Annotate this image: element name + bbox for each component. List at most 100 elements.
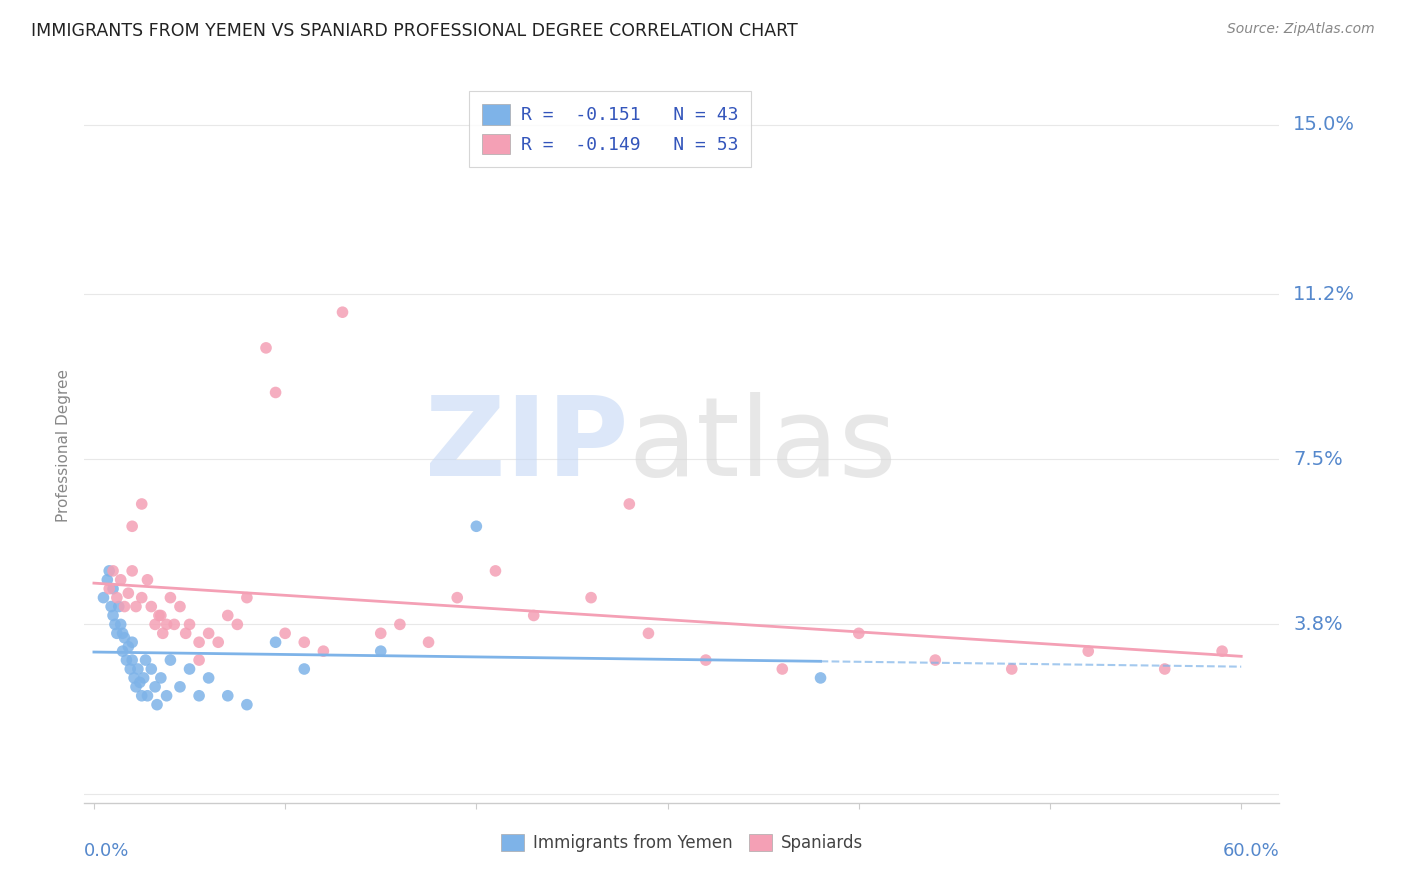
Point (174, 626, 197, 640)
Text: Source: ZipAtlas.com: Source: ZipAtlas.com (1227, 22, 1375, 37)
Point (523, 608, 546, 623)
Point (136, 573, 159, 587)
Point (131, 689, 153, 703)
Legend: Immigrants from Yemen, Spaniards: Immigrants from Yemen, Spaniards (495, 827, 869, 859)
Point (131, 497, 153, 511)
Point (135, 653, 157, 667)
Point (418, 635, 440, 649)
Point (446, 591, 468, 605)
Point (188, 653, 211, 667)
Point (136, 689, 159, 703)
Point (121, 635, 143, 649)
Point (121, 564, 143, 578)
Point (264, 385, 287, 400)
Point (197, 671, 219, 685)
Text: 7.5%: 7.5% (1294, 450, 1343, 469)
Point (96, 573, 118, 587)
Point (579, 591, 602, 605)
Point (105, 626, 128, 640)
Point (149, 608, 172, 623)
Point (143, 680, 166, 694)
Point (149, 671, 172, 685)
Point (100, 599, 122, 614)
Point (104, 617, 127, 632)
Point (141, 662, 163, 676)
Point (101, 564, 124, 578)
Point (924, 653, 946, 667)
Point (848, 626, 870, 640)
Point (93, 591, 115, 605)
Point (274, 626, 297, 640)
Point (121, 519, 143, 533)
Point (370, 626, 392, 640)
Y-axis label: Professional Degree: Professional Degree (56, 369, 72, 523)
Point (115, 653, 138, 667)
Point (120, 662, 142, 676)
Point (197, 626, 219, 640)
Point (169, 599, 191, 614)
Point (370, 644, 392, 658)
Point (111, 644, 134, 658)
Point (236, 591, 259, 605)
Point (155, 617, 177, 632)
Point (127, 662, 149, 676)
Point (98, 564, 121, 578)
Point (217, 689, 239, 703)
Text: 60.0%: 60.0% (1223, 842, 1279, 860)
Point (146, 698, 169, 712)
Point (114, 599, 136, 614)
Point (695, 653, 717, 667)
Point (98, 582, 121, 596)
Point (226, 617, 249, 632)
Point (101, 608, 124, 623)
Point (292, 635, 315, 649)
Text: atlas: atlas (628, 392, 897, 500)
Point (143, 617, 166, 632)
Point (107, 599, 129, 614)
Point (125, 680, 148, 694)
Text: 11.2%: 11.2% (1294, 285, 1355, 304)
Point (101, 582, 124, 596)
Point (125, 599, 148, 614)
Point (217, 608, 239, 623)
Point (131, 591, 153, 605)
Point (122, 671, 145, 685)
Point (188, 635, 211, 649)
Point (312, 644, 335, 658)
Point (1001, 662, 1024, 676)
Point (121, 653, 143, 667)
Point (188, 689, 211, 703)
Text: IMMIGRANTS FROM YEMEN VS SPANIARD PROFESSIONAL DEGREE CORRELATION CHART: IMMIGRANTS FROM YEMEN VS SPANIARD PROFES… (31, 22, 797, 40)
Point (114, 631, 136, 645)
Point (105, 591, 128, 605)
Point (207, 635, 229, 649)
Point (810, 671, 832, 685)
Point (465, 519, 488, 533)
Point (619, 497, 641, 511)
Point (1077, 644, 1099, 658)
Point (1211, 644, 1233, 658)
Point (637, 626, 659, 640)
Text: ZIP: ZIP (425, 392, 628, 500)
Point (110, 617, 132, 632)
Point (148, 608, 170, 623)
Point (388, 617, 411, 632)
Text: 3.8%: 3.8% (1294, 615, 1343, 634)
Point (292, 662, 315, 676)
Point (117, 586, 139, 600)
Point (264, 635, 287, 649)
Point (159, 591, 181, 605)
Point (132, 671, 155, 685)
Point (254, 341, 277, 355)
Point (117, 640, 139, 654)
Point (1153, 662, 1175, 676)
Point (111, 626, 134, 640)
Point (179, 617, 201, 632)
Point (770, 662, 793, 676)
Point (484, 564, 506, 578)
Point (163, 617, 186, 632)
Point (332, 305, 354, 319)
Point (141, 599, 163, 614)
Text: 15.0%: 15.0% (1294, 115, 1355, 135)
Point (152, 626, 174, 640)
